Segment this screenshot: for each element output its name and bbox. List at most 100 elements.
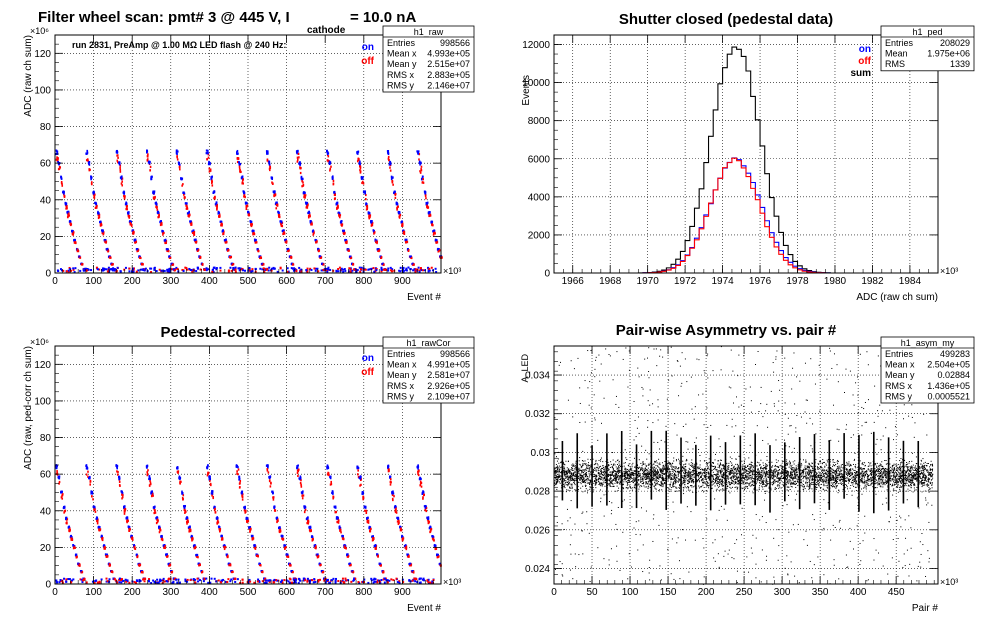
point-off [292, 263, 294, 266]
point-baseline [398, 580, 401, 583]
point-asym [773, 476, 775, 478]
point-off [209, 168, 212, 171]
point-on [165, 248, 168, 251]
point-baseline [205, 577, 208, 580]
point-on [118, 163, 121, 166]
point-baseline [345, 579, 348, 582]
data-points [554, 346, 934, 585]
point-off [400, 527, 402, 530]
point-baseline [86, 269, 89, 272]
point-off [271, 182, 274, 185]
point-baseline [431, 581, 434, 584]
point-off [216, 205, 218, 208]
point-baseline [305, 269, 308, 272]
point-off [401, 537, 404, 540]
point-off [93, 508, 95, 511]
point-baseline [290, 267, 293, 270]
point-off [366, 204, 369, 208]
point-off [125, 207, 128, 211]
point-off [209, 169, 212, 172]
point-baseline [244, 269, 247, 272]
point-on [88, 163, 91, 166]
point-off [211, 494, 213, 497]
point-baseline [368, 268, 371, 271]
point-baseline [152, 579, 155, 582]
point-off [125, 205, 128, 208]
point-off [329, 169, 331, 172]
point-off [290, 255, 292, 258]
point-on [162, 544, 165, 547]
point-baseline [348, 270, 351, 273]
y-tick-label: 100 [34, 396, 51, 407]
point-off [223, 547, 226, 551]
point-on [62, 190, 65, 193]
point-baseline [395, 577, 398, 580]
point-on [338, 527, 341, 530]
point-on [85, 152, 87, 155]
point-off [368, 216, 370, 219]
point-on [209, 161, 211, 165]
point-baseline [398, 269, 401, 272]
point-baseline [250, 270, 253, 273]
point-baseline [427, 270, 430, 273]
point-on [146, 150, 149, 153]
point-on [69, 536, 72, 539]
point-baseline [128, 270, 131, 273]
point-baseline [67, 269, 70, 272]
point-baseline [220, 579, 223, 582]
point-off [163, 231, 165, 235]
point-off [149, 169, 152, 172]
point-baseline [207, 581, 210, 584]
point-on [75, 553, 78, 556]
point-asym [736, 478, 738, 480]
point-off [74, 546, 76, 549]
point-off [270, 481, 272, 484]
point-off [183, 193, 185, 196]
point-on [98, 526, 101, 529]
point-baseline [373, 270, 376, 273]
point-off [245, 207, 248, 211]
point-off [246, 520, 248, 523]
point-off [310, 223, 312, 226]
point-baseline [247, 580, 250, 583]
point-on [92, 190, 95, 193]
point-on [326, 467, 328, 470]
point-off [103, 546, 106, 549]
point-off [412, 571, 415, 574]
point-baseline [353, 268, 356, 271]
point-baseline [115, 270, 118, 273]
point-on [155, 517, 157, 520]
point-baseline [139, 579, 142, 582]
point-off [418, 153, 421, 156]
point-off [102, 232, 105, 235]
point-baseline [283, 579, 286, 582]
point-off [312, 538, 314, 541]
legend-entry-off: off [361, 56, 374, 67]
point-baseline [169, 269, 172, 272]
point-on [86, 467, 89, 470]
point-on [421, 175, 424, 178]
point-baseline [186, 578, 189, 581]
point-on [392, 490, 394, 493]
stats-row-name: Mean x [387, 49, 417, 59]
point-off [348, 249, 350, 252]
point-baseline [63, 577, 66, 580]
point-on [314, 544, 317, 547]
point-off [179, 480, 181, 483]
point-baseline [70, 579, 73, 582]
point-baseline [348, 267, 351, 270]
point-baseline [358, 266, 361, 269]
point-on [419, 476, 421, 479]
point-baseline [350, 580, 353, 583]
point-off [410, 564, 412, 567]
point-off [154, 195, 156, 199]
point-off [179, 482, 181, 485]
point-off [91, 495, 93, 498]
point-on [328, 160, 331, 163]
point-off [71, 537, 74, 540]
point-on [237, 152, 239, 155]
point-off [276, 518, 279, 521]
x-tick-label: 1984 [899, 276, 922, 287]
point-baseline [188, 267, 191, 270]
point-off [219, 215, 221, 218]
